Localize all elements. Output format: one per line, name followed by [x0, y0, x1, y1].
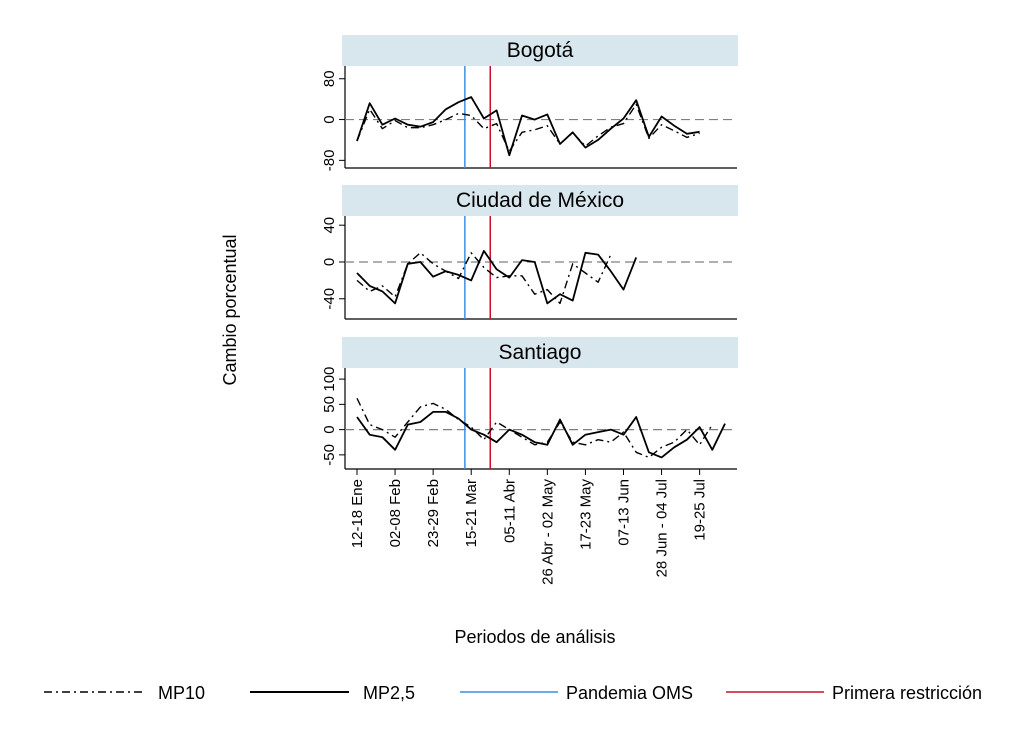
y-tick-label-cdmx: 40	[321, 217, 338, 234]
panel-header-bogota	[342, 35, 738, 66]
panel-header-cdmx	[342, 185, 738, 216]
legend-label-pandemia: Pandemia OMS	[566, 683, 693, 703]
x-tick-label: 23-29 Feb	[425, 479, 442, 547]
series-mp10-cdmx	[356, 252, 612, 305]
series-mp25-santiago	[356, 410, 726, 459]
legend: MP10 MP2,5 Pandemia OMS Primera restricc…	[44, 683, 982, 703]
legend-label-mp25: MP2,5	[363, 683, 415, 703]
y-tick-label-bogota: -80	[321, 150, 338, 172]
x-axis-title: Periodos de análisis	[454, 627, 615, 647]
series-mp25-cdmx	[356, 249, 638, 305]
y-tick-label-bogota: 80	[321, 70, 338, 87]
panel-title-bogota: Bogotá	[507, 39, 574, 62]
panel-cdmx: 40 0 -40	[321, 216, 737, 320]
legend-label-mp10: MP10	[158, 683, 205, 703]
x-tick-label: 12-18 Ene	[349, 479, 366, 548]
y-tick-label-cdmx: -40	[321, 288, 338, 310]
x-tick-label: 17-23 May	[577, 479, 594, 550]
x-tick-label: 07-13 Jun	[615, 479, 632, 546]
x-axis-ticks: 12-18 Ene 02-08 Feb 23-29 Feb 15-21 Mar 05-1…	[349, 469, 709, 585]
legend-label-restriccion: Primera restricción	[832, 683, 982, 703]
panel-bogota: 80 0 -80	[321, 66, 737, 171]
y-tick-label-santiago: -50	[321, 444, 338, 466]
y-tick-label-cdmx: 0	[321, 258, 338, 266]
x-tick-label: 05-11 Abr	[501, 479, 518, 543]
series-mp10-santiago	[356, 397, 713, 459]
y-tick-label-santiago: 0	[321, 425, 338, 433]
x-tick-label: 19-25 Jul	[692, 479, 709, 541]
y-tick-label-santiago: 100	[321, 367, 338, 392]
y-axis-title: Cambio porcentual	[220, 234, 240, 385]
x-tick-label: 26 Abr - 02 May	[539, 479, 556, 585]
panel-title-cdmx: Ciudad de México	[456, 189, 624, 212]
panel-header-santiago	[342, 337, 738, 368]
panel-santiago: 100 50 0 -50	[321, 367, 737, 470]
series-mp25-bogota	[356, 96, 700, 157]
y-tick-label-bogota: 0	[321, 115, 338, 123]
series-mp10-bogota	[356, 103, 700, 152]
y-tick-label-santiago: 50	[321, 396, 338, 413]
x-tick-label: 02-08 Feb	[387, 479, 404, 547]
x-tick-label: 28 Jun - 04 Jul	[654, 479, 671, 577]
x-tick-label: 15-21 Mar	[463, 479, 480, 547]
panel-title-santiago: Santiago	[499, 341, 582, 364]
